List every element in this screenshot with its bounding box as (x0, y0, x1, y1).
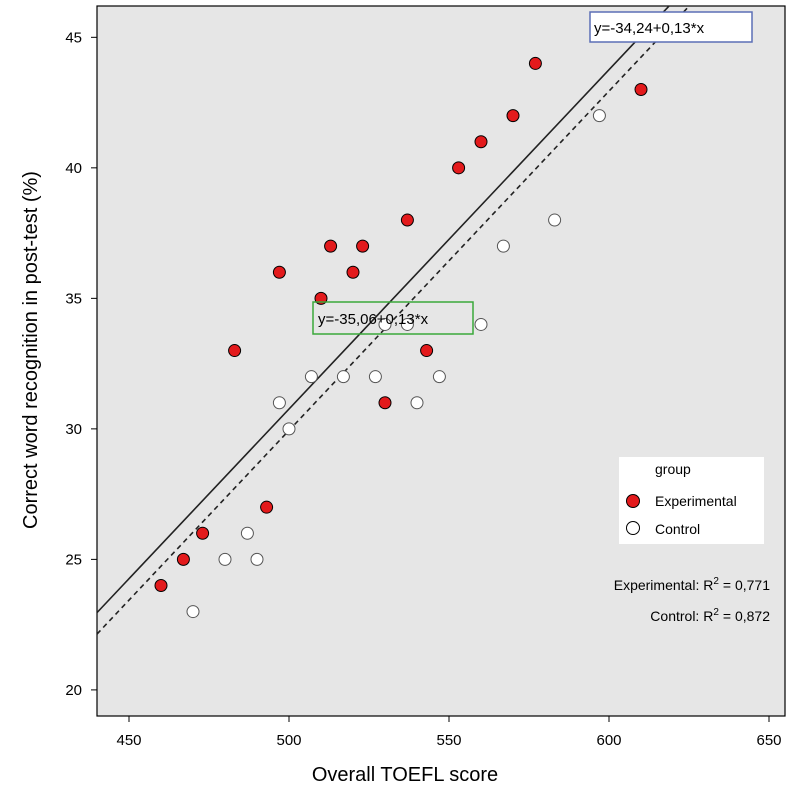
point-control (368, 370, 382, 384)
legend-label-control: Control (655, 521, 700, 537)
point-control (592, 109, 606, 123)
y-tick-label: 20 (65, 682, 82, 699)
r2-experimental: Experimental: R2 = 0,771 (614, 576, 770, 593)
point-control (410, 396, 424, 410)
fit-label-control: y=-35,06+0,13*x (312, 301, 474, 335)
point-control (186, 605, 200, 619)
y-tick-label: 45 (65, 29, 82, 46)
x-axis-title: Overall TOEFL score (312, 764, 498, 786)
point-experimental (228, 344, 242, 358)
data-points (154, 56, 648, 619)
point-experimental (176, 552, 190, 566)
point-experimental (378, 396, 392, 410)
plot-area (96, 5, 786, 717)
point-experimental (420, 344, 434, 358)
point-experimental (260, 500, 274, 514)
point-experimental (528, 56, 542, 70)
axis-ticks (91, 36, 770, 722)
point-control (432, 370, 446, 384)
r2-experimental-prefix: Experimental: R (614, 577, 714, 593)
legend-title: group (655, 461, 691, 477)
r2-control: Control: R2 = 0,872 (650, 607, 770, 624)
fit-label-experimental-box (589, 11, 753, 43)
point-experimental (154, 578, 168, 592)
point-experimental (400, 213, 414, 227)
point-control (400, 317, 414, 331)
y-tick-label: 25 (65, 551, 82, 568)
point-control (272, 396, 286, 410)
point-experimental (346, 265, 360, 279)
y-tick-label: 40 (65, 160, 82, 177)
point-control (378, 317, 392, 331)
point-experimental (634, 83, 648, 97)
r2-experimental-sup: 2 (713, 576, 719, 587)
legend-box (619, 457, 764, 544)
legend-marker-control (626, 521, 640, 535)
r2-control-prefix: Control: R (650, 608, 713, 624)
r2-experimental-value: = 0,771 (723, 577, 770, 593)
legend: group Experimental Control (619, 457, 764, 544)
fit-label-control-text: y=-35,06+0,13*x (318, 311, 429, 328)
fit-label-experimental-text: y=-34,24+0,13*x (594, 20, 705, 37)
y-tick-label: 30 (65, 421, 82, 438)
point-control (304, 370, 318, 384)
legend-marker-experimental (626, 494, 640, 508)
point-control (548, 213, 562, 227)
point-control (218, 552, 232, 566)
point-experimental (474, 135, 488, 149)
fit-label-control-box (312, 301, 474, 335)
x-tick-label: 500 (276, 732, 301, 749)
y-axis-title: Correct word recognition in post-test (%… (20, 171, 42, 529)
point-experimental (506, 109, 520, 123)
x-tick-label: 650 (756, 732, 781, 749)
x-tick-label: 600 (596, 732, 621, 749)
point-control (474, 317, 488, 331)
point-experimental (196, 526, 210, 540)
point-experimental (356, 239, 370, 253)
r2-control-value: = 0,872 (723, 608, 770, 624)
point-experimental (324, 239, 338, 253)
x-tick-label: 550 (436, 732, 461, 749)
tick-labels: 450 500 550 600 650 20 25 30 35 40 45 (65, 29, 781, 749)
r2-control-sup: 2 (713, 607, 719, 618)
fit-label-experimental: y=-34,24+0,13*x (589, 11, 753, 43)
legend-label-experimental: Experimental (655, 493, 737, 509)
fit-lines (97, 6, 691, 635)
fit-line-experimental (97, 6, 671, 614)
point-control (282, 422, 296, 436)
x-tick-label: 450 (116, 732, 141, 749)
y-tick-label: 35 (65, 290, 82, 307)
point-control (250, 552, 264, 566)
point-control (496, 239, 510, 253)
point-experimental (272, 265, 286, 279)
point-control (336, 370, 350, 384)
point-control (240, 526, 254, 540)
point-experimental (452, 161, 466, 175)
